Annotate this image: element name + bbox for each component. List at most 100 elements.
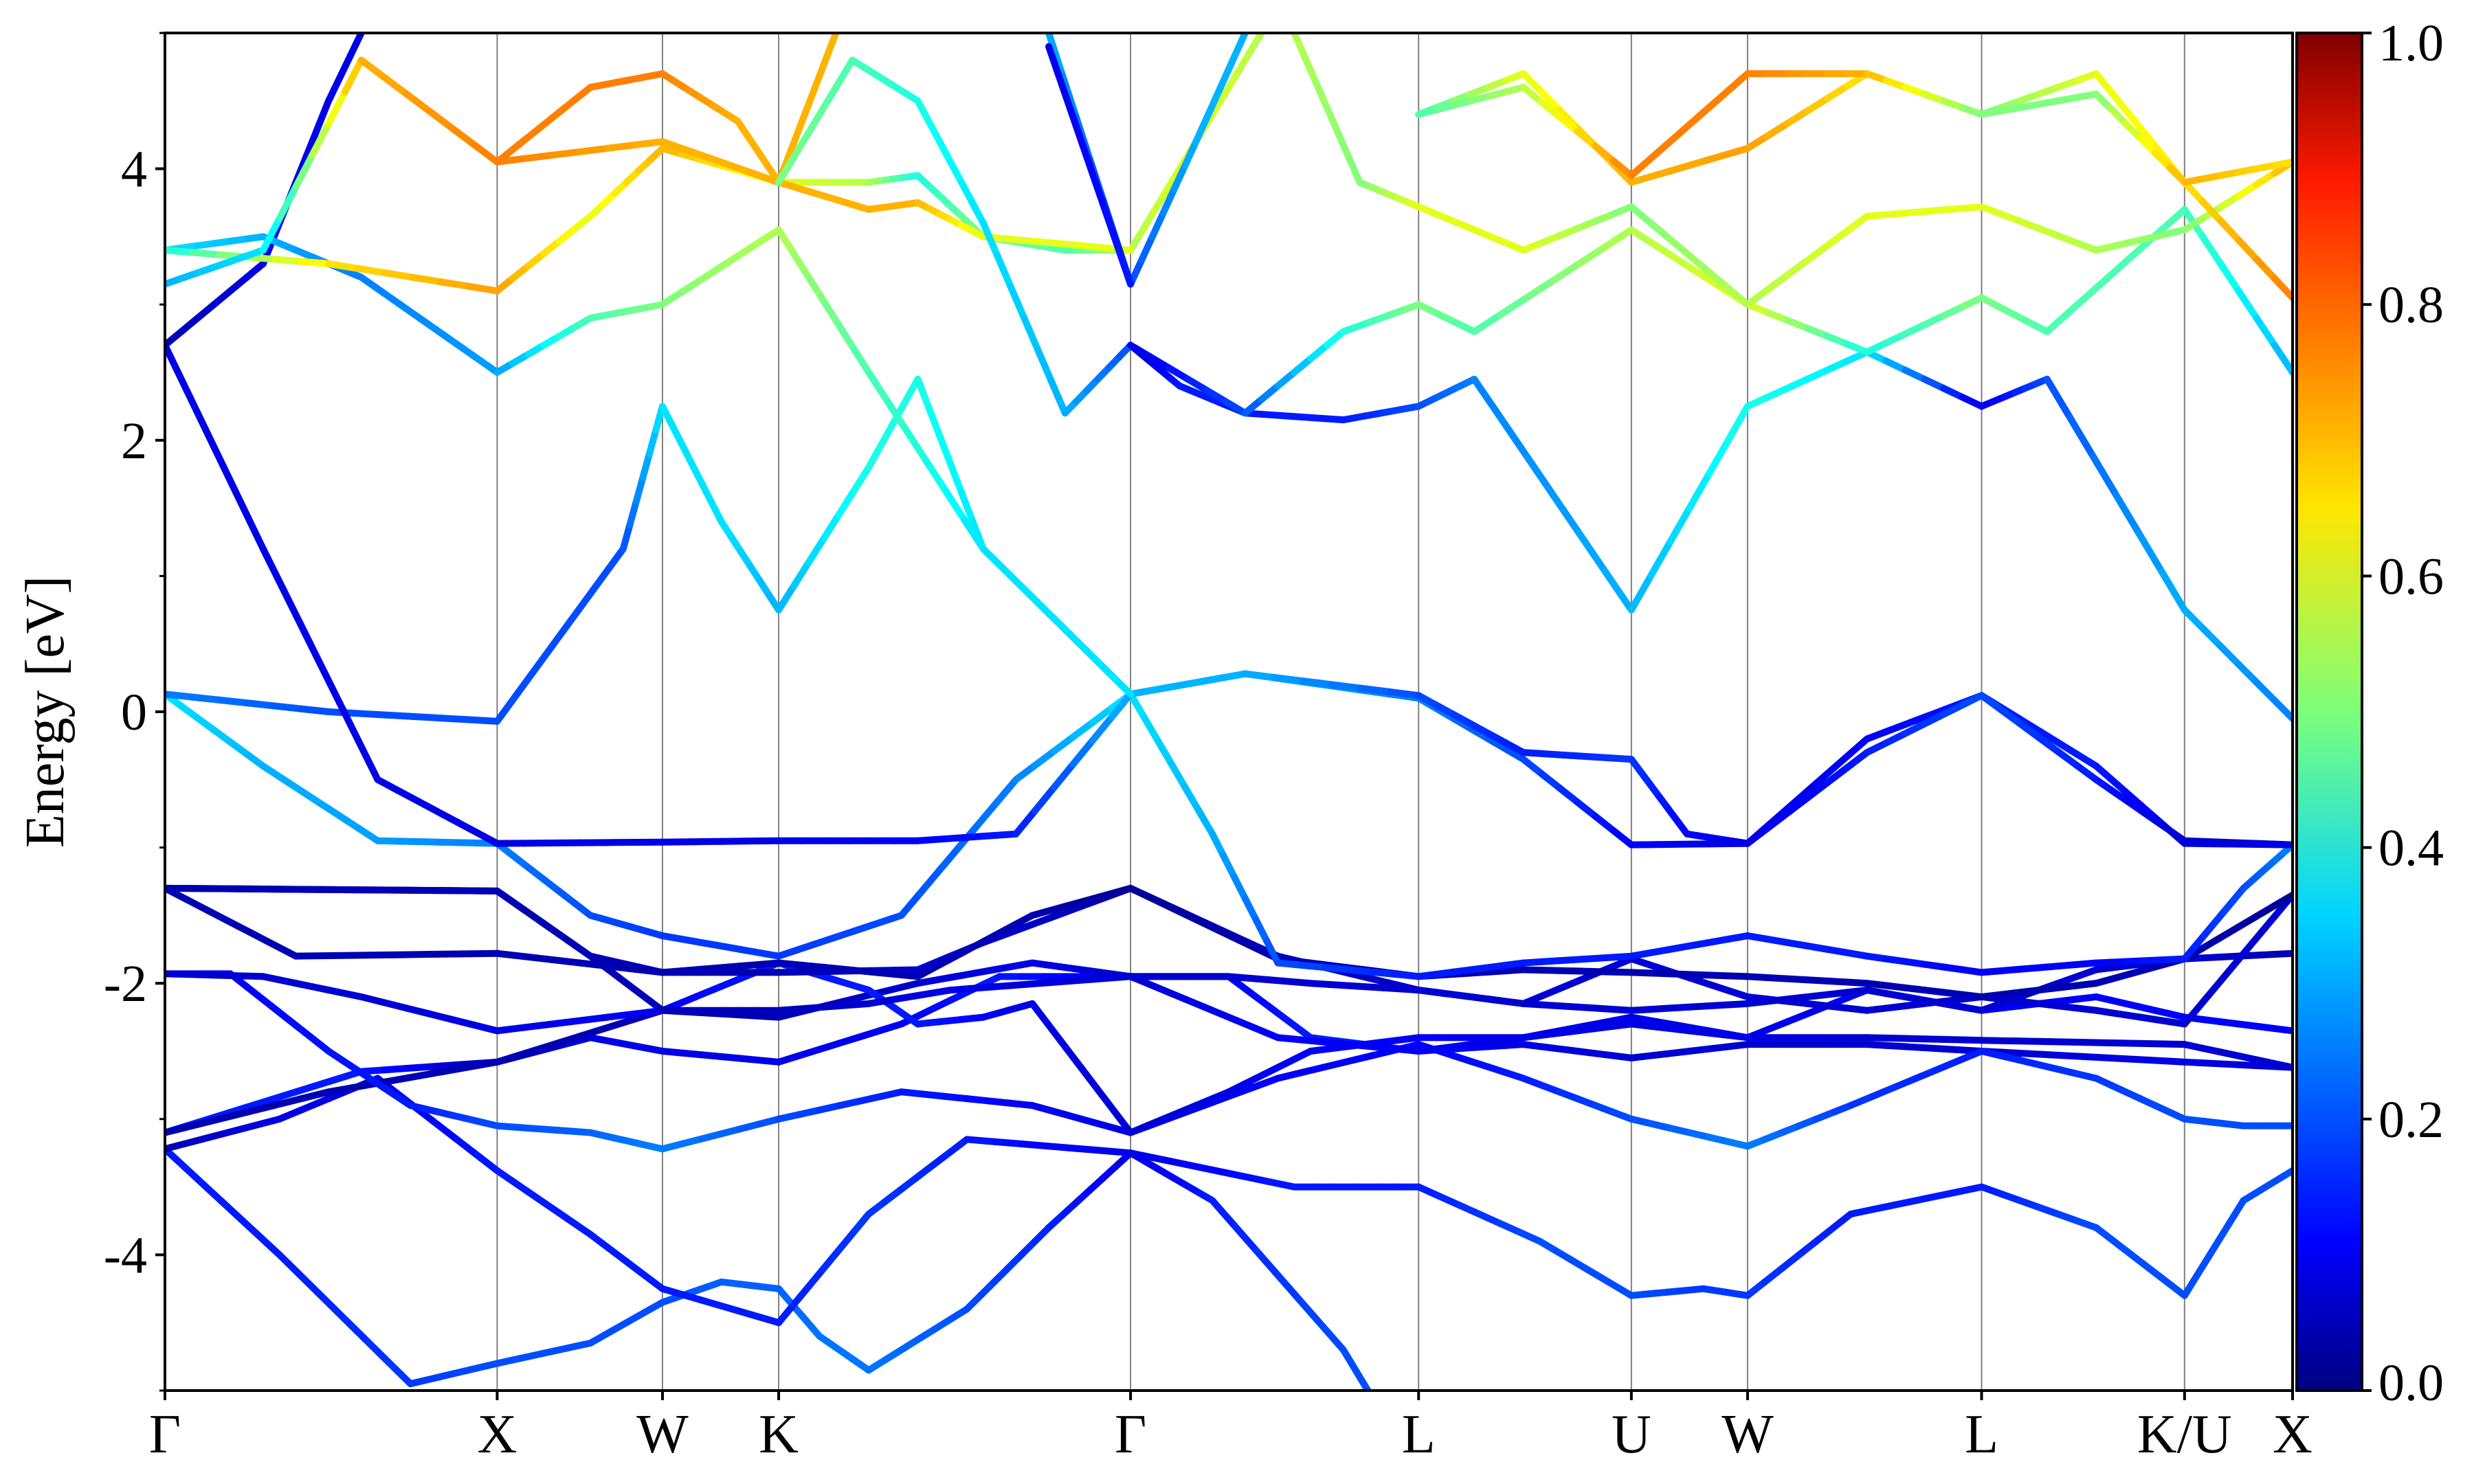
band-segment — [2147, 1057, 2188, 1066]
band-segment — [1667, 236, 1693, 260]
band-segment — [1523, 277, 1557, 302]
band-segment — [1050, 761, 1077, 791]
band-segment — [1345, 154, 1363, 186]
y-axis-ticks: 4 2 0 -2 -4 — [104, 32, 165, 1392]
band-segment — [383, 886, 445, 895]
band-segment — [952, 942, 979, 960]
band-segment — [1100, 1147, 1135, 1157]
band-segment — [1795, 1237, 1820, 1259]
band-22 — [1045, 33, 1135, 288]
colorbar-tick-label: 1.0 — [2378, 14, 2444, 72]
band-segment — [1627, 572, 1655, 614]
band-segment — [1627, 226, 1655, 246]
band-segment — [1574, 128, 1599, 150]
band-segment — [1004, 921, 1036, 937]
band-segment — [1743, 132, 1771, 152]
band-segment — [775, 1008, 805, 1021]
band-segment — [1978, 692, 2005, 713]
band-segment — [850, 1211, 873, 1236]
band-segment — [1705, 87, 1732, 111]
band-segment — [824, 77, 844, 104]
band-segment — [925, 117, 944, 146]
band-segment — [857, 1026, 884, 1040]
band-2 — [165, 1075, 2293, 1327]
band-segment — [188, 693, 223, 704]
band-segment — [194, 301, 218, 322]
band-segment — [898, 1088, 927, 1098]
band-segment — [380, 289, 410, 313]
band-segment — [2073, 750, 2100, 770]
band-segment — [1783, 787, 1811, 812]
band-segment — [1763, 120, 1791, 139]
band-segment — [877, 1020, 905, 1034]
band-segment — [1783, 107, 1811, 127]
band-segment — [576, 1024, 611, 1040]
band-segment — [1045, 1143, 1080, 1152]
band-segment — [821, 964, 852, 974]
band-segment — [1148, 209, 1167, 240]
band-segment — [325, 1083, 361, 1096]
band-segment — [227, 919, 256, 937]
band-segment — [1007, 282, 1028, 322]
band-segment — [1823, 82, 1851, 102]
band-segment — [1935, 1188, 1963, 1200]
band-segment — [548, 148, 583, 159]
band-segment — [963, 1136, 998, 1145]
band-segment — [2122, 106, 2144, 132]
band-25 — [1415, 70, 2293, 186]
band-segment — [631, 138, 666, 149]
band-segment — [2217, 217, 2242, 244]
band-segment — [1627, 203, 1655, 227]
band-segment — [2089, 267, 2119, 295]
band-segment — [1803, 324, 1831, 340]
band-segment — [1549, 260, 1583, 284]
y-tick-label: -2 — [104, 955, 147, 1013]
band-segment — [1170, 161, 1189, 193]
band-segment — [1959, 394, 1985, 410]
band-segment — [1516, 1228, 1544, 1245]
band-segment — [891, 966, 922, 974]
band-segment — [891, 971, 922, 980]
y-axis-label: Energy [eV] — [15, 576, 76, 848]
band-segment — [1097, 973, 1135, 982]
band-segment — [1647, 219, 1674, 243]
band-segment — [374, 776, 401, 794]
band-segment — [2271, 1060, 2293, 1071]
band-segment — [317, 800, 344, 820]
band-segment — [865, 369, 891, 405]
band-segment — [823, 33, 840, 62]
band-segment — [958, 488, 976, 524]
band-segment — [1102, 666, 1135, 698]
band-segment — [1184, 375, 1211, 394]
colorbar-tick-label: 0.6 — [2378, 548, 2444, 605]
band-segment — [2271, 891, 2293, 910]
band-segment — [1181, 783, 1203, 814]
band-segment — [775, 959, 805, 969]
band-segment — [1270, 673, 1306, 685]
band-segment — [381, 269, 416, 281]
band-segment — [993, 251, 1014, 290]
band-segment — [1302, 54, 1320, 87]
band-segment — [1127, 884, 1159, 904]
band-segment — [925, 404, 944, 440]
band-6 — [165, 959, 2293, 1136]
band-segment — [1072, 122, 1093, 169]
band-segment — [205, 907, 234, 926]
band-segment — [216, 1108, 251, 1123]
band-segment — [576, 1013, 611, 1024]
band-segment — [1803, 770, 1831, 795]
band-segment — [2217, 260, 2242, 295]
band-segment — [2253, 902, 2278, 920]
band-segment — [473, 829, 501, 847]
band-21 — [1127, 33, 1249, 288]
band-segment — [933, 952, 960, 970]
colorbar-ticks: 0.0 0.2 0.4 0.6 0.8 1.0 — [2362, 14, 2444, 1412]
x-tick-label: Γ — [149, 1404, 181, 1465]
band-segment — [1519, 70, 1545, 95]
band-segment — [1203, 387, 1230, 405]
band-segment — [795, 1106, 823, 1118]
band-segment — [775, 968, 805, 976]
band-segment — [298, 787, 324, 807]
band-segment — [1249, 1075, 1282, 1091]
band-segment — [341, 1316, 370, 1345]
